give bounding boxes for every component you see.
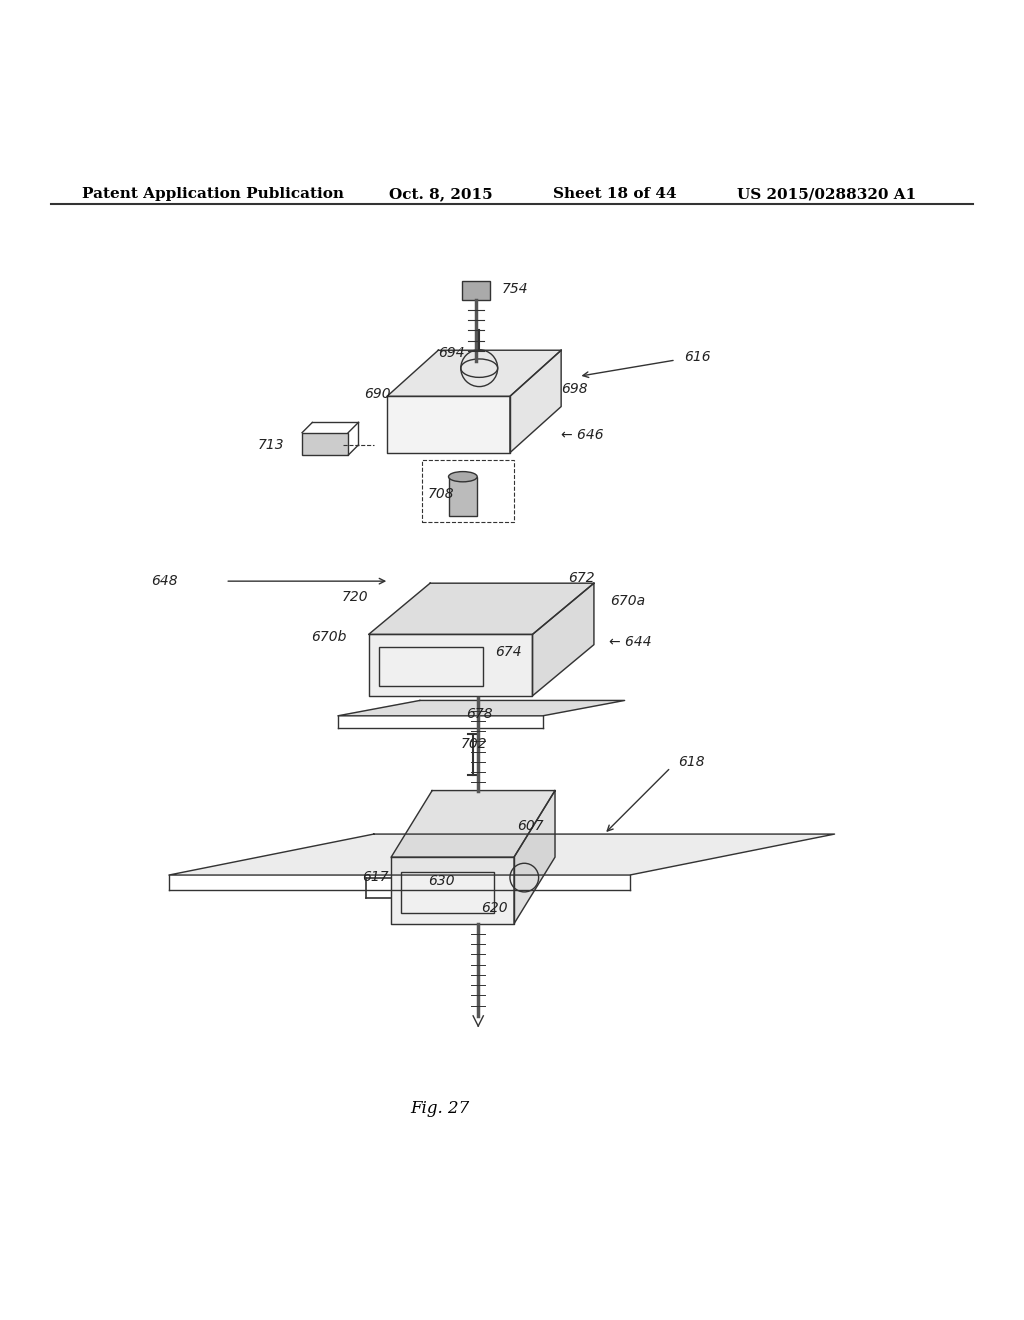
Text: 678: 678 xyxy=(466,708,493,721)
Text: Sheet 18 of 44: Sheet 18 of 44 xyxy=(553,187,677,201)
Text: 670a: 670a xyxy=(610,594,645,607)
Text: 702: 702 xyxy=(461,737,487,751)
Text: 670b: 670b xyxy=(310,631,346,644)
Bar xyxy=(462,281,490,300)
Polygon shape xyxy=(514,791,555,924)
Polygon shape xyxy=(391,791,555,857)
Polygon shape xyxy=(532,583,594,696)
Text: ← 644: ← 644 xyxy=(609,635,652,648)
Bar xyxy=(302,433,348,455)
Text: 694: 694 xyxy=(438,346,465,360)
Text: ← 646: ← 646 xyxy=(561,428,604,442)
Text: US 2015/0288320 A1: US 2015/0288320 A1 xyxy=(737,187,916,201)
Text: 672: 672 xyxy=(568,572,595,585)
Text: 616: 616 xyxy=(684,350,711,364)
Polygon shape xyxy=(510,350,561,453)
Text: 754: 754 xyxy=(502,282,528,296)
Polygon shape xyxy=(391,857,514,924)
Text: Patent Application Publication: Patent Application Publication xyxy=(82,187,344,201)
Bar xyxy=(422,461,514,521)
Bar xyxy=(449,477,477,516)
Text: 618: 618 xyxy=(678,755,705,770)
Polygon shape xyxy=(369,583,594,635)
Ellipse shape xyxy=(449,471,477,482)
Text: 698: 698 xyxy=(561,381,588,396)
Text: Fig. 27: Fig. 27 xyxy=(411,1100,470,1117)
Text: Oct. 8, 2015: Oct. 8, 2015 xyxy=(389,187,493,201)
Polygon shape xyxy=(387,396,510,453)
Polygon shape xyxy=(387,350,561,396)
Text: 720: 720 xyxy=(342,590,369,603)
Polygon shape xyxy=(169,834,835,875)
Text: 620: 620 xyxy=(481,900,508,915)
Text: 674: 674 xyxy=(496,644,522,659)
Text: 607: 607 xyxy=(517,818,544,833)
Text: 617: 617 xyxy=(362,870,389,884)
Text: 708: 708 xyxy=(428,487,455,502)
Polygon shape xyxy=(338,701,625,715)
Text: 713: 713 xyxy=(258,438,285,451)
Text: 690: 690 xyxy=(365,387,391,401)
Bar xyxy=(379,647,483,685)
Text: 630: 630 xyxy=(428,874,455,888)
Bar xyxy=(401,873,494,913)
Polygon shape xyxy=(369,635,532,696)
Text: 648: 648 xyxy=(152,574,178,589)
